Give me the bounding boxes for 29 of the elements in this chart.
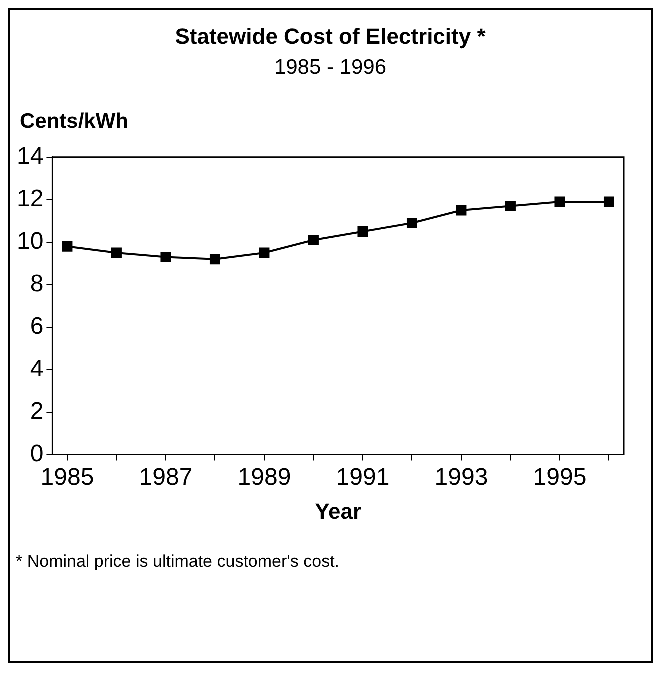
point	[160, 252, 172, 262]
point	[554, 196, 566, 208]
point	[308, 235, 319, 246]
y-tick-label: 2	[30, 398, 44, 425]
point	[406, 218, 418, 228]
point	[62, 241, 73, 252]
x-tick-label: 1991	[336, 464, 390, 491]
point	[358, 226, 368, 237]
x-tick-label: 1987	[139, 464, 193, 491]
y-axis-title: Cents/kWh	[20, 110, 130, 134]
point	[456, 205, 467, 216]
y-tick-label: 4	[30, 355, 44, 382]
chart-subtitle: 1985 - 1996	[273, 56, 388, 80]
x-tick-label: 1995	[533, 464, 587, 491]
x-tick-label: 1989	[238, 464, 292, 491]
y-tick-label: 14	[16, 143, 44, 170]
chart-title: Statewide Cost of Electricity *	[174, 24, 487, 50]
y-tick-label: 12	[16, 186, 44, 213]
point	[210, 254, 220, 265]
y-tick-label: 6	[30, 312, 44, 340]
x-axis-title: Year	[315, 498, 362, 524]
y-tick-label: 8	[30, 270, 44, 298]
x-tick-label: 1993	[434, 464, 488, 491]
point	[505, 201, 516, 212]
text: * Nominal price is ultimate customer's cost.	[16, 552, 341, 572]
point	[111, 248, 122, 258]
point	[604, 196, 614, 208]
point	[259, 248, 270, 258]
y-tick-label: 10	[16, 228, 44, 255]
